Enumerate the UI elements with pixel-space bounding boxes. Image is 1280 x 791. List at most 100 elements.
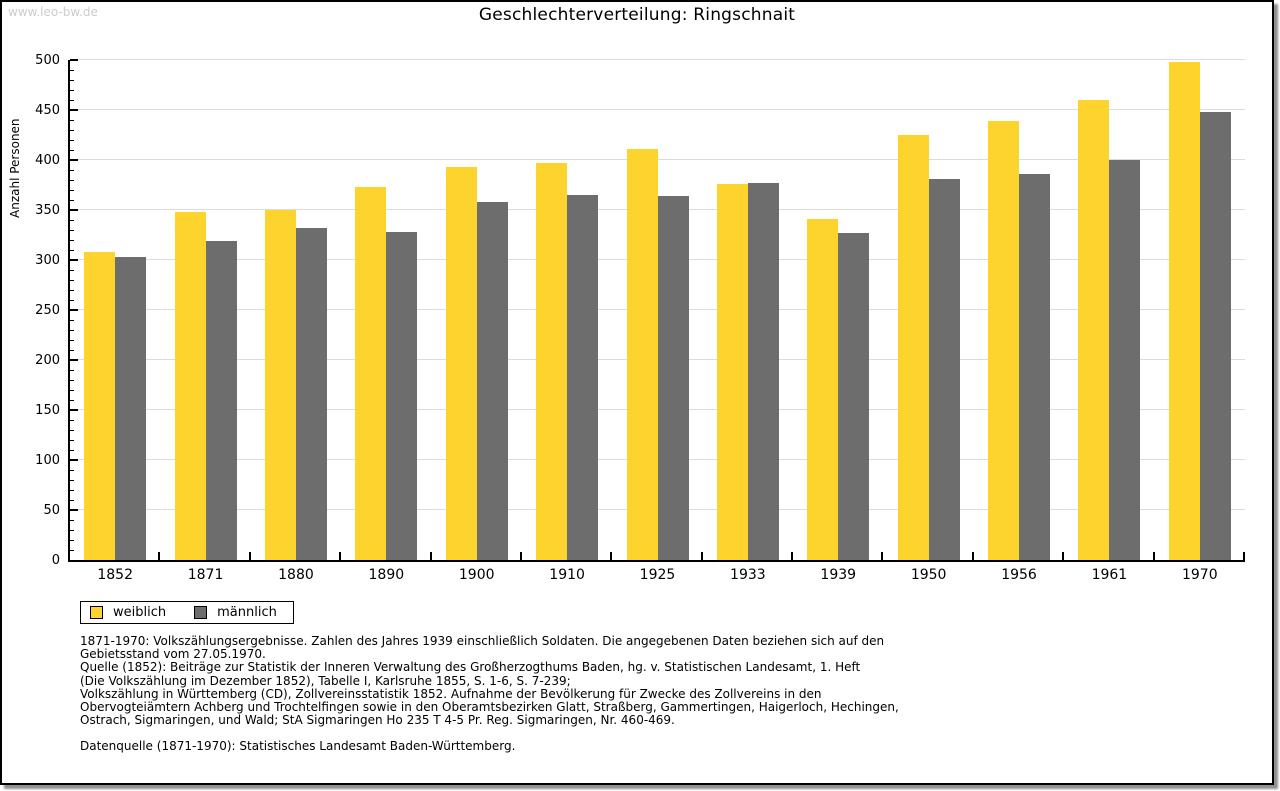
y-minor-tick bbox=[70, 180, 74, 181]
bar-männlich-1910 bbox=[567, 195, 599, 560]
footnote-line: Gebietsstand vom 27.05.1970. bbox=[80, 647, 266, 662]
bar-group-1961 bbox=[1064, 100, 1154, 560]
x-tick-label: 1933 bbox=[730, 567, 766, 583]
footnote-line: Ostrach, Sigmaringen, und Wald; StA Sigm… bbox=[80, 713, 675, 728]
y-minor-tick bbox=[70, 380, 74, 381]
y-minor-tick bbox=[70, 490, 74, 491]
legend: weiblich männlich bbox=[80, 601, 294, 624]
y-tick-label: 400 bbox=[35, 153, 60, 168]
bar-weiblich-1900 bbox=[445, 167, 477, 560]
y-tick-label: 300 bbox=[35, 253, 60, 268]
x-tick-label: 1900 bbox=[458, 567, 495, 583]
watermark: www.leo-bw.de bbox=[8, 5, 98, 19]
y-tick-label: 100 bbox=[35, 453, 60, 468]
bar-group-1933 bbox=[703, 183, 793, 560]
legend-label: weiblich bbox=[113, 605, 167, 620]
x-tick bbox=[158, 552, 160, 560]
y-major-tick bbox=[70, 309, 78, 311]
y-major-tick bbox=[70, 359, 78, 361]
x-axis-tick-labels: 1852 1871 1880 1890 1900 1910 1925 1933 1939 1950… bbox=[70, 567, 1245, 585]
legend-swatch-männlich bbox=[194, 606, 208, 619]
bar-männlich-1880 bbox=[295, 228, 327, 560]
x-tick-label: 1939 bbox=[820, 567, 857, 583]
legend-label: männlich bbox=[217, 605, 277, 620]
y-tick-label: 150 bbox=[35, 403, 60, 418]
y-minor-tick bbox=[70, 240, 74, 241]
bar-group-1871 bbox=[160, 212, 250, 560]
plot-area bbox=[68, 59, 1245, 562]
y-minor-tick bbox=[70, 250, 74, 251]
bar-männlich-1939 bbox=[838, 233, 870, 560]
x-tick-label: 1925 bbox=[639, 567, 676, 583]
footnote-line: Volkszählung in Württemberg (CD), Zollve… bbox=[80, 686, 822, 701]
bar-weiblich-1880 bbox=[264, 210, 296, 560]
y-minor-tick bbox=[70, 150, 74, 151]
x-tick bbox=[249, 552, 251, 560]
bar-weiblich-1890 bbox=[355, 187, 387, 560]
bar-weiblich-1961 bbox=[1078, 100, 1110, 560]
gridline-500 bbox=[70, 59, 1245, 60]
bar-group-1852 bbox=[70, 252, 160, 560]
bar-weiblich-1933 bbox=[716, 184, 748, 560]
bar-männlich-1871 bbox=[205, 241, 237, 560]
bar-männlich-1961 bbox=[1109, 160, 1141, 560]
bar-weiblich-1950 bbox=[897, 135, 929, 560]
y-minor-tick bbox=[70, 290, 74, 291]
x-tick bbox=[430, 552, 432, 560]
y-minor-tick bbox=[70, 140, 74, 141]
bar-group-1956 bbox=[974, 121, 1064, 560]
bar-männlich-1890 bbox=[386, 232, 418, 560]
y-major-tick bbox=[70, 159, 78, 161]
y-minor-tick bbox=[70, 320, 74, 321]
y-tick-label: 50 bbox=[43, 503, 60, 518]
x-tick-label: 1890 bbox=[368, 567, 405, 583]
x-tick bbox=[339, 552, 341, 560]
y-minor-tick bbox=[70, 480, 74, 481]
y-minor-tick bbox=[70, 500, 74, 501]
bar-group-1939 bbox=[793, 219, 883, 560]
y-minor-tick bbox=[70, 440, 74, 441]
legend-item-weiblich: weiblich bbox=[90, 605, 166, 620]
y-minor-tick bbox=[70, 550, 74, 551]
x-tick bbox=[520, 552, 522, 560]
y-minor-tick bbox=[70, 420, 74, 421]
y-major-tick bbox=[70, 509, 78, 511]
x-tick-label: 1852 bbox=[97, 567, 133, 583]
bar-group-1970 bbox=[1155, 62, 1245, 560]
bar-group-1880 bbox=[251, 210, 341, 560]
y-minor-tick bbox=[70, 540, 74, 541]
x-tick bbox=[1243, 552, 1245, 560]
y-minor-tick bbox=[70, 200, 74, 201]
bar-weiblich-1970 bbox=[1168, 62, 1200, 560]
y-minor-tick bbox=[70, 370, 74, 371]
y-minor-tick bbox=[70, 170, 74, 171]
y-tick-label: 450 bbox=[35, 103, 60, 118]
bar-männlich-1852 bbox=[115, 257, 147, 560]
legend-item-männlich: männlich bbox=[194, 605, 277, 620]
y-tick-label: 0 bbox=[51, 553, 60, 568]
y-major-tick bbox=[70, 59, 78, 61]
y-minor-tick bbox=[70, 220, 74, 221]
y-minor-tick bbox=[70, 470, 74, 471]
y-minor-tick bbox=[70, 130, 74, 131]
y-minor-tick bbox=[70, 270, 74, 271]
x-tick bbox=[791, 552, 793, 560]
y-minor-tick bbox=[70, 430, 74, 431]
y-axis-tick-labels: 0 50 100 150 200 250 300 350 400 450 500 bbox=[2, 53, 60, 568]
y-minor-tick bbox=[70, 80, 74, 81]
y-tick-label: 200 bbox=[35, 353, 60, 368]
y-minor-tick bbox=[70, 190, 74, 191]
x-tick-label: 1871 bbox=[187, 567, 224, 583]
y-tick-label: 250 bbox=[35, 303, 60, 318]
bar-männlich-1933 bbox=[747, 183, 779, 560]
chart-title: Geschlechterverteilung: Ringschnait bbox=[478, 5, 796, 25]
bar-männlich-1950 bbox=[928, 179, 960, 560]
y-minor-tick bbox=[70, 340, 74, 341]
x-tick-label: 1950 bbox=[910, 567, 947, 583]
y-major-tick bbox=[70, 109, 78, 111]
footnotes: 1871-1970: Volkszählungsergebnisse. Zahl… bbox=[80, 634, 899, 754]
y-tick-label: 350 bbox=[35, 203, 60, 218]
gridline-450 bbox=[70, 109, 1245, 110]
y-minor-tick bbox=[70, 390, 74, 391]
y-minor-tick bbox=[70, 90, 74, 91]
